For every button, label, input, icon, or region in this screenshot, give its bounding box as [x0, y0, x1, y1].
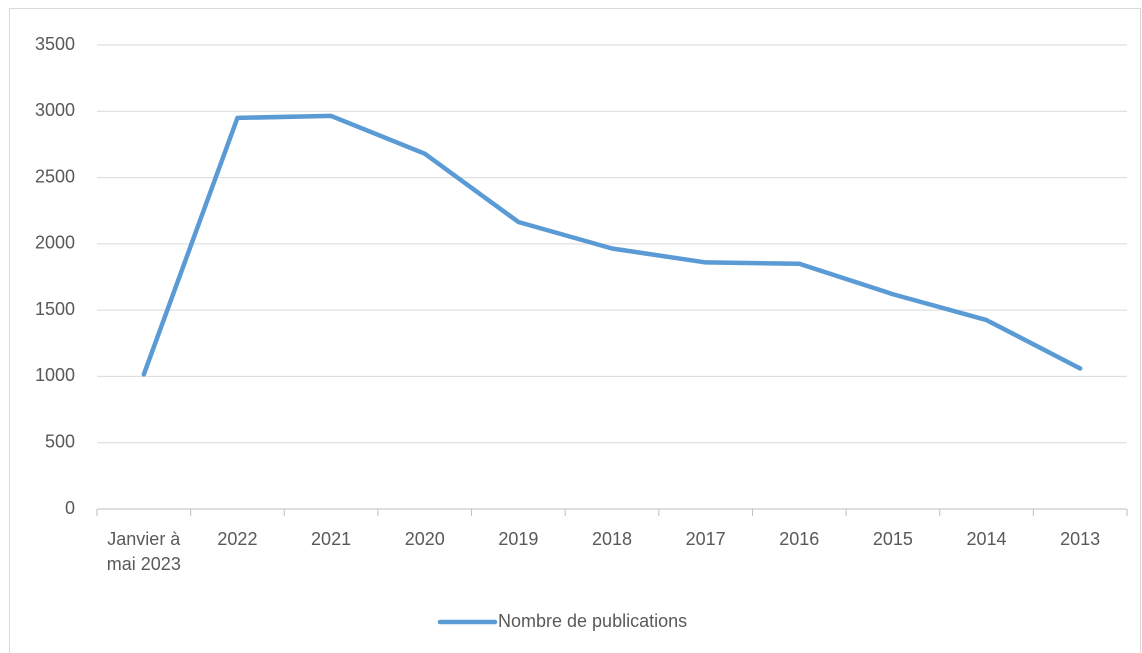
- y-tick-label: 500: [45, 431, 75, 451]
- y-tick-label: 3000: [35, 100, 75, 120]
- x-tick-label: 2013: [1060, 529, 1101, 549]
- x-tick-label: 2017: [685, 529, 726, 549]
- chart-border: [9, 8, 1141, 653]
- x-tick-label: 2018: [591, 529, 632, 549]
- x-tick-label: 2016: [779, 529, 820, 549]
- x-tick-label: 2014: [966, 529, 1007, 549]
- y-tick-label: 1000: [35, 365, 75, 385]
- legend-label: Nombre de publications: [498, 611, 687, 631]
- y-tick-label: 1500: [35, 299, 75, 319]
- y-tick-label: 2500: [35, 166, 75, 186]
- y-tick-label: 0: [65, 498, 75, 518]
- x-tick-label: 2022: [217, 529, 258, 549]
- x-tick-label: 2019: [498, 529, 539, 549]
- y-tick-label: 2000: [35, 233, 75, 253]
- x-tick-label: 2015: [872, 529, 913, 549]
- x-tick-label: 2020: [404, 529, 445, 549]
- y-tick-label: 3500: [35, 34, 75, 54]
- data-line: [141, 113, 1083, 377]
- x-tick-label: Janvier à mai 2023: [106, 529, 181, 574]
- x-tick-label: 2021: [311, 529, 352, 549]
